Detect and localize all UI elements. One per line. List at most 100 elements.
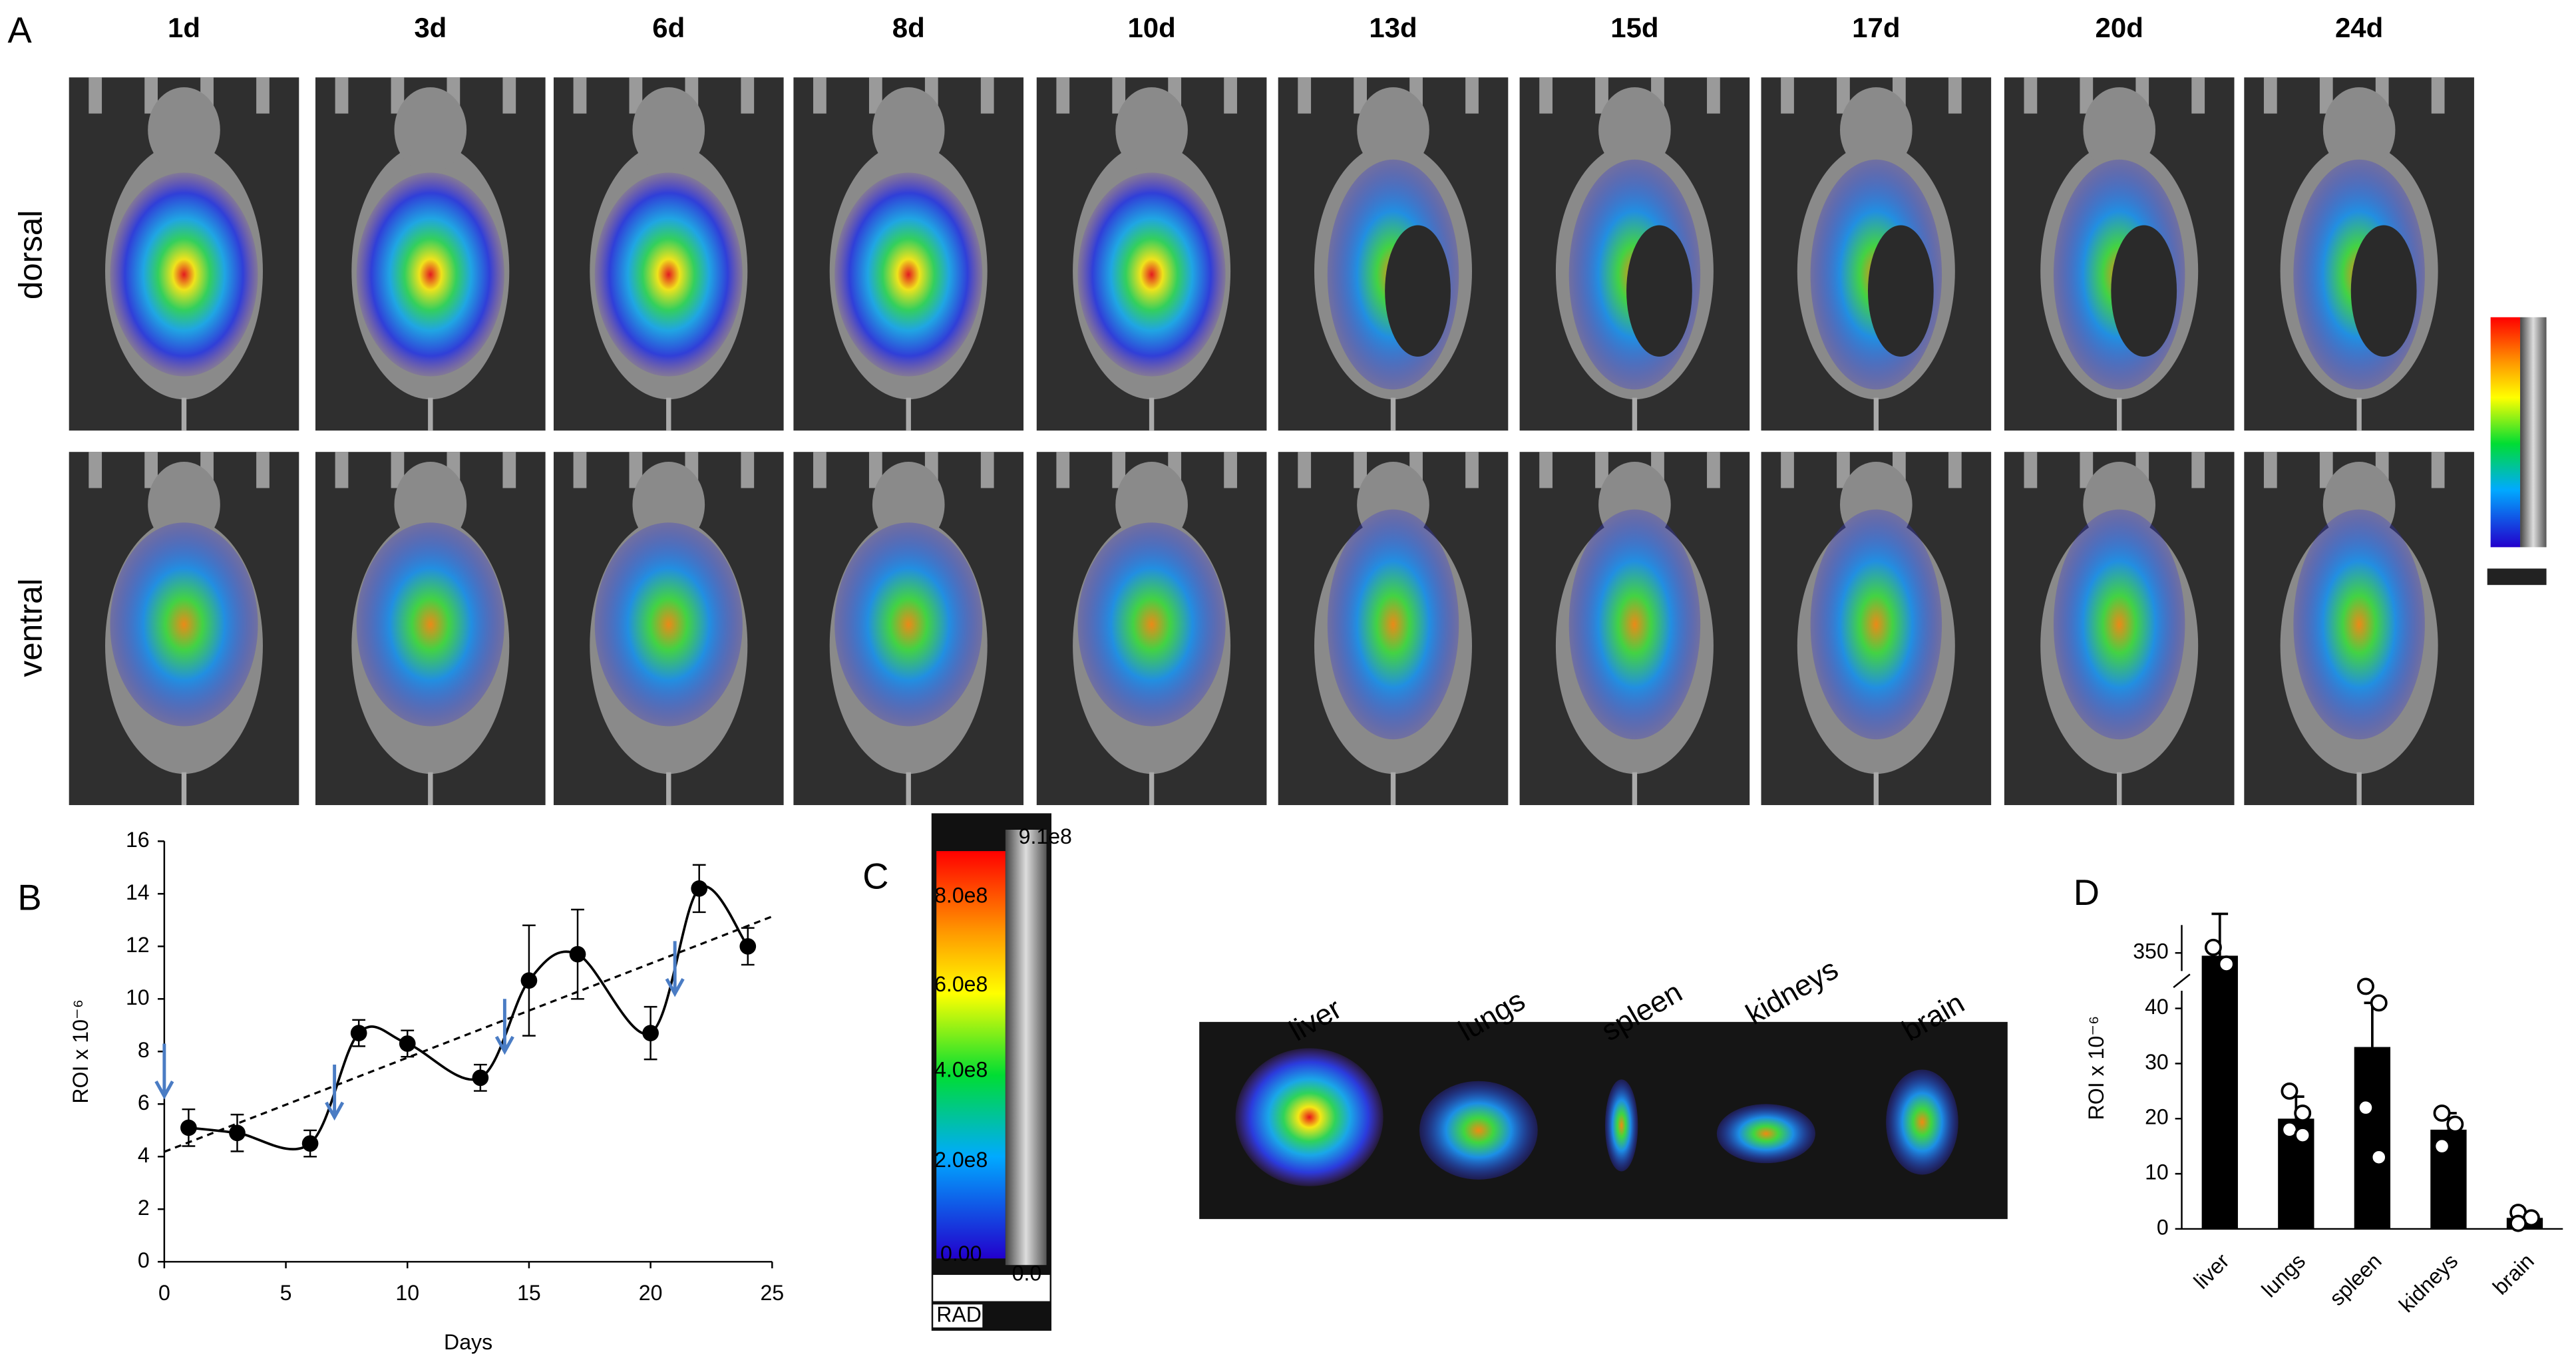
y-tick-label: 6 bbox=[138, 1091, 150, 1115]
point bbox=[520, 972, 538, 989]
luminescence bbox=[1810, 509, 1942, 740]
holder bbox=[1595, 77, 1608, 114]
content: A B C D 1d 3d 6d 8d 10d 13d 15d 17d 20d 24d dorsal vent… bbox=[8, 10, 2563, 1354]
holder bbox=[2080, 77, 2094, 114]
x-tick-label: kidneys bbox=[2394, 1249, 2462, 1317]
tumor-shadow bbox=[1385, 225, 1451, 357]
point bbox=[399, 1035, 416, 1052]
x-tick-label: 25 bbox=[760, 1281, 784, 1305]
luminescence bbox=[1568, 509, 1701, 740]
holder bbox=[1948, 452, 1962, 488]
holder bbox=[391, 77, 405, 114]
mouse-head bbox=[1115, 87, 1188, 173]
x-tick-label: spleen bbox=[2324, 1249, 2386, 1310]
data-point bbox=[2433, 1104, 2451, 1122]
holder bbox=[1465, 77, 1479, 114]
tumor-shadow bbox=[2350, 225, 2417, 357]
holder bbox=[741, 77, 755, 114]
holder bbox=[335, 77, 349, 114]
y-axis-label: ROI x 10⁻⁶ bbox=[2084, 1016, 2108, 1120]
holder bbox=[573, 77, 587, 114]
luminescence bbox=[110, 522, 258, 727]
holder bbox=[741, 452, 755, 488]
colorbar-label: 9.1e8 bbox=[1019, 824, 1072, 848]
colorbar-c-label-bg bbox=[933, 1275, 1050, 1301]
holder bbox=[1056, 77, 1070, 114]
view-label: ventral bbox=[12, 578, 49, 677]
colorbar-label: 8.0e8 bbox=[934, 884, 988, 908]
point bbox=[691, 880, 708, 897]
organ-label: kidneys bbox=[1741, 953, 1844, 1031]
holder bbox=[144, 452, 158, 488]
holder bbox=[89, 77, 102, 114]
holder bbox=[335, 452, 349, 488]
mouse-head bbox=[1840, 87, 1913, 173]
holder bbox=[1837, 77, 1850, 114]
holder bbox=[573, 452, 587, 488]
data-point bbox=[2446, 1115, 2464, 1133]
holder bbox=[2431, 77, 2445, 114]
y-tick-label: 4 bbox=[138, 1143, 150, 1167]
holder bbox=[1224, 452, 1237, 488]
x-tick-label: liver bbox=[2189, 1249, 2234, 1293]
arrow bbox=[665, 941, 685, 997]
holder bbox=[1354, 452, 1367, 488]
y-tick-label: 0 bbox=[2157, 1215, 2169, 1239]
holder bbox=[256, 452, 270, 488]
holder bbox=[1354, 77, 1367, 114]
holder bbox=[2431, 452, 2445, 488]
x-tick-label: 20 bbox=[639, 1281, 663, 1305]
holder bbox=[980, 77, 994, 114]
holder bbox=[502, 77, 516, 114]
point bbox=[739, 938, 757, 955]
y-tick-label: 2 bbox=[138, 1196, 150, 1220]
organ bbox=[1716, 1104, 1815, 1164]
data-point bbox=[2204, 938, 2222, 956]
colorbar-label: 6.0e8 bbox=[934, 972, 988, 996]
point bbox=[301, 1135, 319, 1152]
colorbar-label: 2.0e8 bbox=[934, 1148, 988, 1172]
panel-label: D bbox=[2074, 872, 2100, 913]
holder bbox=[629, 77, 643, 114]
luminescence bbox=[2293, 509, 2425, 740]
holder bbox=[1224, 77, 1237, 114]
organ bbox=[1604, 1079, 1638, 1172]
y-tick-label: 10 bbox=[2145, 1160, 2169, 1184]
time-label: 3d bbox=[414, 12, 447, 43]
holder bbox=[502, 452, 516, 488]
colorbar-a bbox=[2490, 317, 2521, 548]
time-label: 1d bbox=[168, 12, 200, 43]
panel-label: B bbox=[17, 878, 41, 918]
luminescence bbox=[110, 172, 258, 377]
colorbar-a-foot bbox=[2487, 568, 2547, 586]
data-point bbox=[2217, 955, 2235, 973]
data-point bbox=[2509, 1214, 2527, 1232]
point bbox=[229, 1124, 246, 1142]
x-tick-label: 0 bbox=[158, 1281, 170, 1305]
data-point bbox=[2294, 1126, 2312, 1144]
holder bbox=[1781, 452, 1794, 488]
holder bbox=[1707, 452, 1720, 488]
colorbar-label: 0.00 bbox=[940, 1242, 982, 1266]
data-point bbox=[2370, 994, 2388, 1012]
tumor-shadow bbox=[1626, 225, 1692, 357]
luminescence bbox=[356, 522, 504, 727]
luminescence bbox=[1327, 509, 1459, 740]
tumor-shadow bbox=[2111, 225, 2177, 357]
colorbar-c-rad-bg bbox=[933, 1304, 983, 1328]
y-tick-label: 14 bbox=[126, 880, 150, 904]
mouse-head bbox=[394, 87, 467, 173]
tumor-shadow bbox=[1867, 225, 1934, 357]
luminescence bbox=[834, 522, 983, 727]
x-tick-label: 10 bbox=[395, 1281, 419, 1305]
time-label: 15d bbox=[1610, 12, 1658, 43]
trendline bbox=[164, 915, 773, 1153]
mouse-head bbox=[1357, 87, 1429, 173]
x-tick-label: 5 bbox=[280, 1281, 292, 1305]
panel-label: C bbox=[862, 856, 888, 896]
holder bbox=[2263, 452, 2277, 488]
arrow bbox=[154, 1043, 174, 1100]
holder bbox=[1298, 77, 1312, 114]
